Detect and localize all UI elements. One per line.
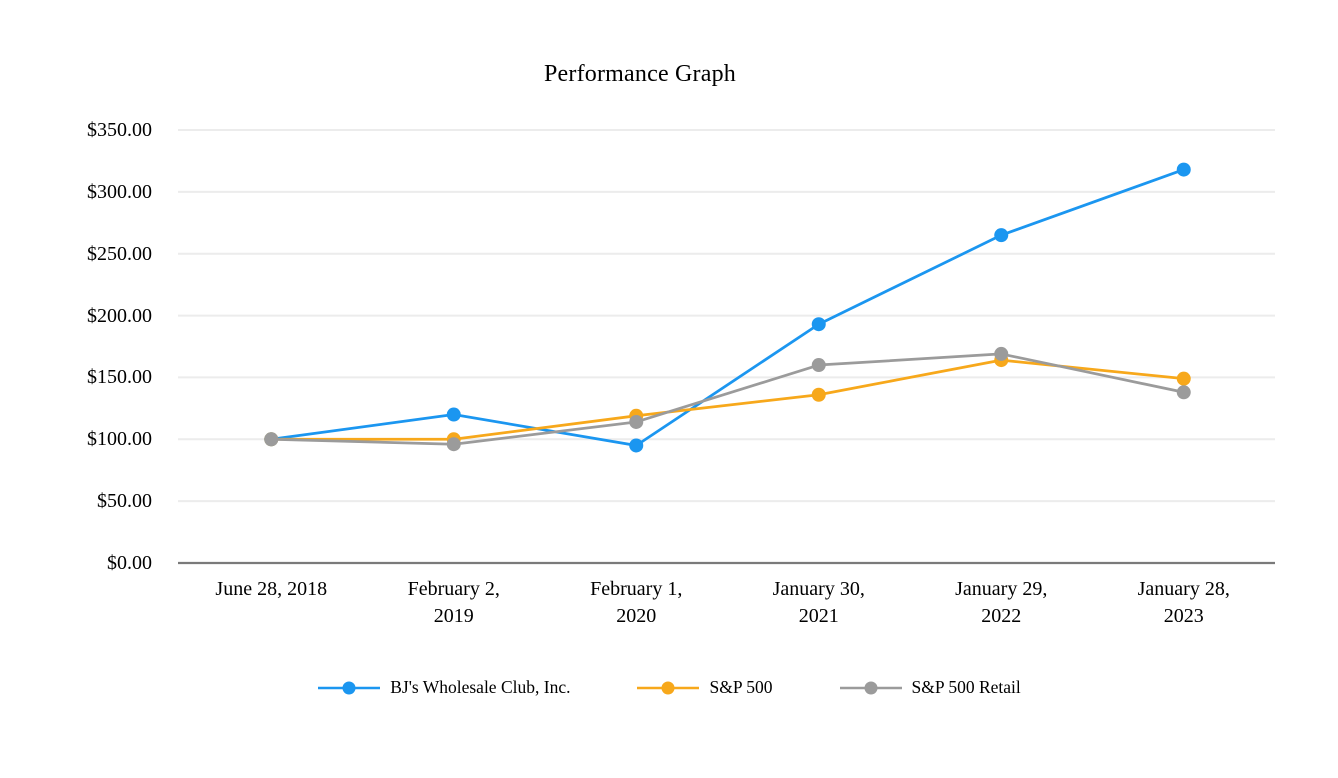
y-tick-label: $300.00 <box>87 180 152 203</box>
data-point <box>629 438 644 453</box>
x-tick-line: February 2, <box>407 578 500 600</box>
legend-item: S&P 500 <box>636 677 773 698</box>
data-point <box>264 432 279 447</box>
data-point <box>446 437 461 452</box>
series-line <box>269 168 1186 447</box>
legend-label: BJ's Wholesale Club, Inc. <box>390 677 571 697</box>
legend-item: S&P 500 Retail <box>839 677 1021 698</box>
x-tick-line: 2023 <box>1163 605 1204 627</box>
y-tick-label: $150.00 <box>87 366 152 389</box>
x-tick-label: February 1, 2020 <box>536 576 736 630</box>
data-point <box>994 228 1009 243</box>
data-point <box>811 317 826 332</box>
legend-item: BJ's Wholesale Club, Inc. <box>317 677 570 698</box>
x-tick-label: June 28, 2018 <box>171 576 371 603</box>
x-tick-line: 2019 <box>433 605 474 627</box>
data-point <box>629 414 644 429</box>
series-line <box>269 358 1186 441</box>
legend-marker-icon <box>637 681 700 694</box>
data-point <box>811 387 826 402</box>
y-tick-label: $200.00 <box>87 304 152 327</box>
x-tick-line: January 30, <box>772 578 865 600</box>
x-tick-line: 2020 <box>616 605 657 627</box>
legend-marker-icon <box>839 681 902 694</box>
y-tick-label: $50.00 <box>97 490 152 513</box>
data-point <box>446 407 461 422</box>
x-tick-label: January 28, 2023 <box>1084 576 1284 630</box>
x-tick-line: 2022 <box>981 605 1022 627</box>
x-tick-line: 2021 <box>798 605 839 627</box>
data-point <box>1176 371 1191 386</box>
x-tick-label: February 2, 2019 <box>354 576 554 630</box>
legend-label: S&P 500 Retail <box>911 677 1021 697</box>
data-point <box>1176 385 1191 400</box>
legend: BJ's Wholesale Club, Inc. S&P 500 S&P 500 … <box>0 677 1338 698</box>
x-tick-line: January 28, <box>1137 578 1230 600</box>
x-tick-line: February 1, <box>590 578 683 600</box>
data-point <box>994 346 1009 361</box>
series-line <box>269 352 1186 446</box>
data-point <box>811 358 826 373</box>
y-tick-label: $250.00 <box>87 242 152 265</box>
x-tick-line: January 29, <box>955 578 1048 600</box>
x-tick-label: January 30, 2021 <box>719 576 919 630</box>
x-tick-label: January 29, 2022 <box>901 576 1101 630</box>
chart-title: Performance Graph <box>544 61 736 87</box>
y-tick-label: $350.00 <box>87 119 152 141</box>
legend-marker-icon <box>318 681 381 694</box>
data-point <box>1176 162 1191 177</box>
y-tick-label: $100.00 <box>87 428 152 451</box>
x-tick-line: June 28, 2018 <box>215 578 328 600</box>
y-tick-label: $0.00 <box>107 552 152 574</box>
legend-label: S&P 500 <box>709 677 773 697</box>
